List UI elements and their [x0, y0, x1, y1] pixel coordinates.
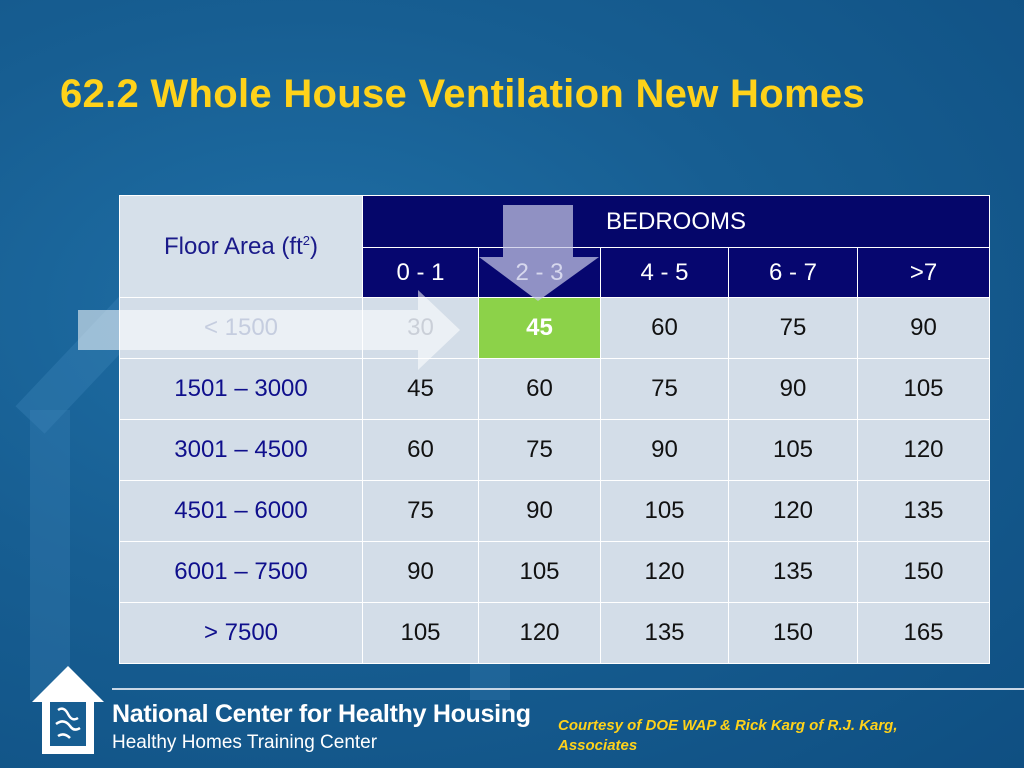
column-header: 6 - 7 — [728, 247, 858, 298]
table-cell: 75 — [728, 297, 858, 359]
slide-title: 62.2 Whole House Ventilation New Homes — [60, 72, 865, 116]
floor-area-header: Floor Area (ft2) — [119, 195, 363, 298]
table-cell: 45 — [362, 358, 479, 420]
table-cell: 150 — [857, 541, 990, 603]
table-cell: 120 — [600, 541, 729, 603]
column-header: 4 - 5 — [600, 247, 729, 298]
table-cell: 90 — [600, 419, 729, 481]
table-cell: 60 — [478, 358, 601, 420]
table-row: < 1500 30 45 60 75 90 — [119, 297, 990, 359]
row-label: 4501 – 6000 — [119, 480, 363, 542]
table-cell: 90 — [857, 297, 990, 359]
table-cell: 90 — [728, 358, 858, 420]
column-header: >7 — [857, 247, 990, 298]
table-cell: 105 — [600, 480, 729, 542]
row-label: 1501 – 3000 — [119, 358, 363, 420]
table-cell: 90 — [478, 480, 601, 542]
bedrooms-header: BEDROOMS — [362, 195, 990, 248]
table-cell: 60 — [362, 419, 479, 481]
table-cell: 105 — [728, 419, 858, 481]
ventilation-table: Floor Area (ft2) BEDROOMS 0 - 1 2 - 3 4 … — [119, 195, 990, 664]
table-cell: 105 — [362, 602, 479, 664]
row-label: 3001 – 4500 — [119, 419, 363, 481]
footer-divider — [112, 688, 1024, 690]
table-row: 3001 – 4500 60 75 90 105 120 — [119, 419, 990, 481]
table-cell: 75 — [478, 419, 601, 481]
table-cell: 105 — [857, 358, 990, 420]
column-pointer-arrow-icon — [479, 205, 599, 301]
table-row: 6001 – 7500 90 105 120 135 150 — [119, 541, 990, 603]
table-cell: 135 — [600, 602, 729, 664]
table-cell: 60 — [600, 297, 729, 359]
house-logo-icon — [32, 666, 104, 754]
row-pointer-arrow-icon — [78, 290, 460, 370]
row-label: 6001 – 7500 — [119, 541, 363, 603]
table-cell: 165 — [857, 602, 990, 664]
table-cell: 120 — [478, 602, 601, 664]
table-cell: 105 — [478, 541, 601, 603]
org-name: National Center for Healthy Housing — [112, 700, 531, 728]
table-cell: 75 — [362, 480, 479, 542]
credit-note: Courtesy of DOE WAP & Rick Karg of R.J. … — [558, 717, 898, 754]
table-cell: 120 — [857, 419, 990, 481]
table-cell: 90 — [362, 541, 479, 603]
table-cell: 135 — [728, 541, 858, 603]
table-cell: 150 — [728, 602, 858, 664]
row-label: > 7500 — [119, 602, 363, 664]
table-row: 4501 – 6000 75 90 105 120 135 — [119, 480, 990, 542]
table-row: > 7500 105 120 135 150 165 — [119, 602, 990, 664]
table-cell: 75 — [600, 358, 729, 420]
column-header: 0 - 1 — [362, 247, 479, 298]
highlighted-cell: 45 — [478, 297, 601, 359]
table-cell: 120 — [728, 480, 858, 542]
table-cell: 135 — [857, 480, 990, 542]
org-subtitle: Healthy Homes Training Center — [112, 732, 378, 753]
